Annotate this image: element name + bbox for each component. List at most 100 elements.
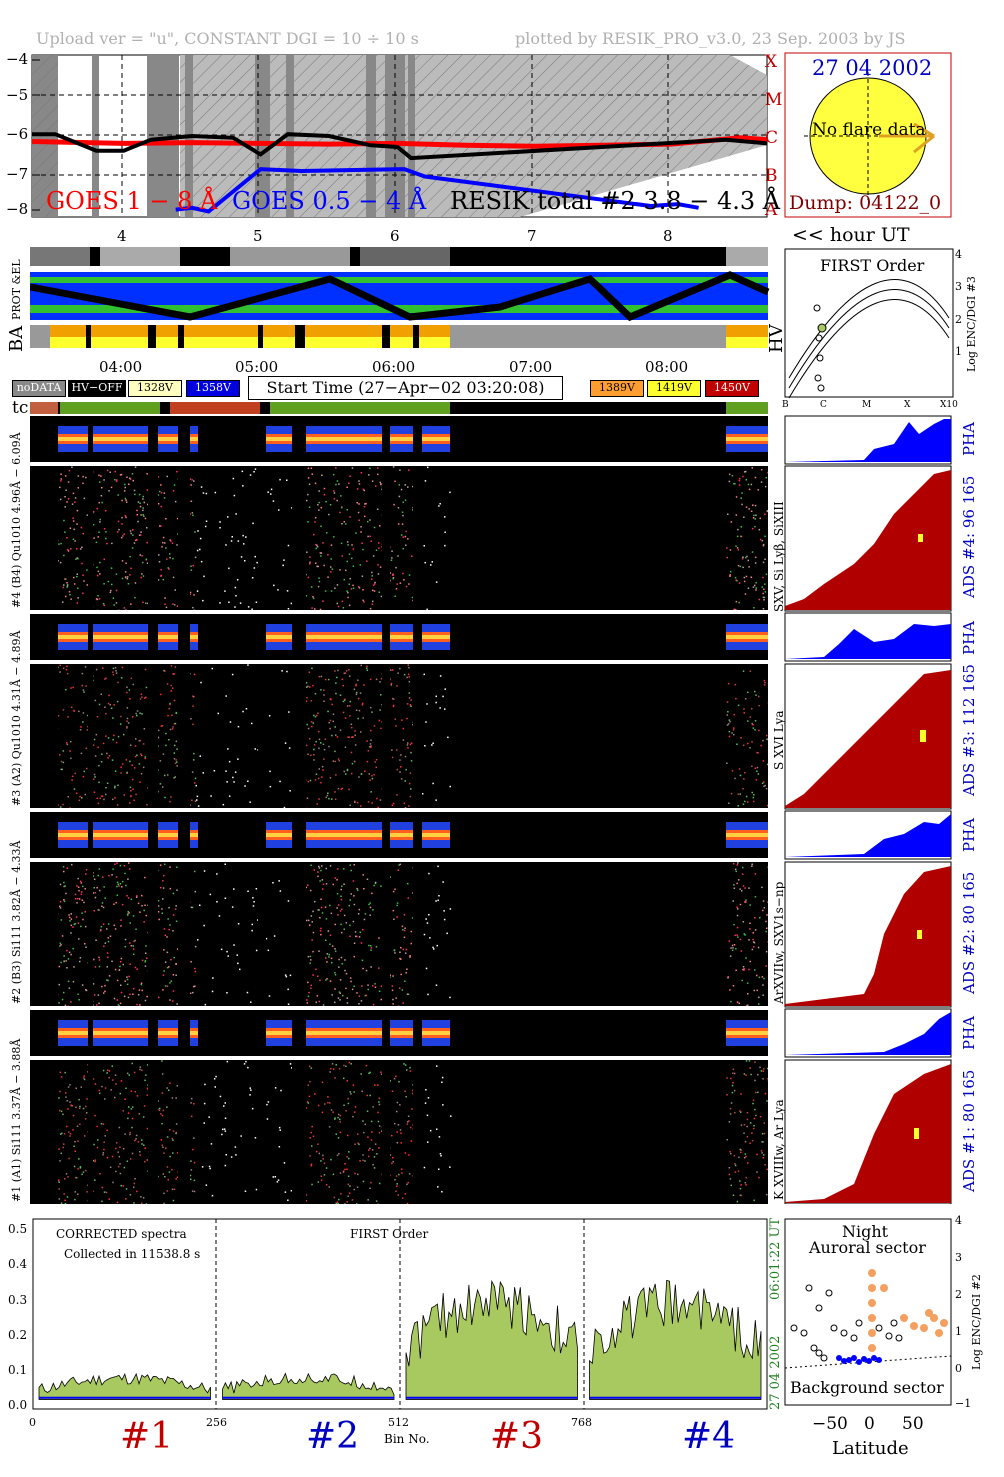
goes-series-2: [175, 167, 699, 214]
hv-ytick-1: 4: [955, 248, 962, 261]
spectrogram-4: [30, 466, 769, 612]
hv-xtick-m: M: [862, 400, 872, 410]
spectrum-segment-4: [589, 1279, 762, 1400]
line-label-4: SXV, Si Lyβ, SiXIII: [772, 501, 786, 612]
line-label-3: S XVI Lya: [772, 710, 786, 771]
spectrum-ytick-00: 0.0: [8, 1398, 28, 1412]
hv-panel: [784, 248, 954, 399]
goes-ytick-1: −4: [6, 50, 29, 68]
latitude-chart: [784, 1218, 952, 1406]
hour-axis-label: << hour UT: [792, 224, 910, 246]
spectrum-segment-3: [405, 1279, 578, 1400]
hour-tick-5: 5: [253, 227, 263, 245]
goes-ytick-5: −8: [6, 200, 29, 218]
goes-series-3: [32, 132, 768, 161]
goes-class-x: X: [765, 52, 778, 72]
legend-1450v: 1450V: [705, 380, 759, 397]
spectrum-ytick-02: 0.2: [8, 1328, 28, 1342]
hv-ytick-2: 3: [955, 280, 962, 293]
hour-tick-7: 7: [527, 227, 537, 245]
time-tick-0600: 06:00: [372, 358, 416, 376]
tc-label: tc: [12, 398, 29, 418]
header-left: Upload ver = "u", CONSTANT DGI = 10 ÷ 10…: [36, 29, 419, 48]
hv-xtick-x: X: [904, 400, 911, 410]
legend-1419v: 1419V: [647, 380, 701, 397]
goes-class-a: A: [765, 200, 778, 220]
spectrum-text-3: FIRST Order: [350, 1227, 429, 1241]
ads-label-2: ADS #2: 80 165: [960, 871, 978, 994]
spectrum-side-time: 06:01:22 UT: [768, 1217, 783, 1300]
goes-ytick-4: −7: [6, 165, 29, 183]
channel-label-4: #4 (B4) Qu1010 4.96Å − 6.09Å: [10, 432, 23, 608]
pha-label-1: PHA: [960, 1015, 978, 1050]
latitude-ytick-m1: −1: [955, 1397, 972, 1410]
legend-goes-short: GOES 0.5 − 4 Å: [232, 187, 427, 215]
hv-title: FIRST Order: [820, 256, 925, 275]
ba-label: BA: [6, 325, 27, 352]
hour-tick-8: 8: [663, 227, 673, 245]
spectrum-segment-2: [222, 1372, 395, 1400]
legend-hvoff: HV−OFF: [68, 380, 126, 397]
spectrum-segment-1: [38, 1372, 211, 1400]
header-right: plotted by RESIK_PRO_v3.0, 23 Sep. 2003 …: [515, 29, 906, 48]
channel-label-3: #3 (A2) Qu1010 4.31Å − 4.89Å: [10, 630, 23, 806]
pha-histograms: [784, 415, 952, 1204]
goes-class-m: M: [765, 90, 783, 110]
segment-label-4: #4: [682, 1416, 736, 1457]
hv-ytick-3: 2: [955, 313, 962, 326]
sun-no-flare: No flare data: [812, 120, 926, 140]
goes-ytick-2: −5: [6, 86, 29, 104]
legend-1328v: 1328V: [128, 380, 182, 397]
pha-strip-3: [30, 614, 768, 660]
hv-xtick-b: B: [782, 400, 789, 410]
goes-lightcurve-chart: [31, 54, 768, 218]
goes-class-b: B: [765, 166, 778, 186]
latitude-xtick-m50: −50: [812, 1414, 848, 1434]
sun-date: 27 04 2002: [812, 56, 933, 80]
time-tick-0400: 04:00: [99, 358, 143, 376]
time-tick-0700: 07:00: [509, 358, 553, 376]
segment-label-3: #3: [490, 1416, 544, 1457]
spectrum-ytick-01: 0.1: [8, 1363, 28, 1377]
hv-ylabel-left: HV: [766, 324, 787, 353]
latitude-ytick-0: 0: [955, 1362, 962, 1375]
ads-label-1: ADS #1: 80 165: [960, 1069, 978, 1192]
legend-1358v: 1358V: [186, 380, 240, 397]
legend-goes-long: GOES 1 − 8 Å: [46, 187, 218, 215]
hour-tick-6: 6: [390, 227, 400, 245]
legend-nodata: noDATA: [12, 380, 66, 397]
pha-label-2: PHA: [960, 817, 978, 852]
hv-xtick-x10: X10: [940, 400, 958, 410]
legend-1389v: 1389V: [590, 380, 644, 397]
spectrum-xtick-512: 512: [388, 1416, 409, 1429]
sun-panel: [784, 52, 952, 218]
latitude-ytick-2: 2: [955, 1288, 962, 1301]
spectrum-xtick-768: 768: [571, 1416, 592, 1429]
spectrum-xtick-256: 256: [206, 1416, 227, 1429]
spectrogram-1: [30, 1060, 770, 1206]
legend-resik: RESIK total #2 3.8 − 4.3 Å: [450, 187, 781, 215]
line-label-1: K XVIIIw, Ar Lya: [772, 1099, 786, 1200]
spectrum-ytick-05: 0.5: [8, 1222, 28, 1236]
channel-label-2: #2 (B3) Si111 3.82Å − 4.33Å: [10, 840, 23, 1004]
spectrum-chart: [32, 1218, 768, 1410]
spectrum-xlabel: Bin No.: [384, 1432, 430, 1446]
hv-xtick-c: C: [820, 400, 827, 410]
latitude-xtick-50: 50: [902, 1414, 924, 1434]
spectrum-side-date: 27 04 2002: [768, 1335, 783, 1410]
ads-label-4: ADS #4: 96 165: [960, 475, 978, 598]
spectrogram-3: [30, 664, 770, 810]
pha-strip-1: [30, 1010, 768, 1056]
ads-label-3: ADS #3: 112 165: [960, 664, 978, 796]
prot-el-label: PROT &EL: [10, 259, 23, 320]
line-label-2: ArXVIIw, SXV1s−np: [772, 881, 786, 1004]
goes-class-c: C: [765, 128, 779, 148]
hv-ylabel-right: Log ENC/DGI #3: [965, 276, 978, 372]
segment-label-2: #2: [306, 1416, 360, 1457]
pha-label-3: PHA: [960, 620, 978, 655]
spectrum-xtick-0: 0: [29, 1416, 36, 1429]
segment-label-1: #1: [120, 1416, 174, 1457]
pha-strip-2: [30, 812, 768, 858]
status-strips: [30, 247, 770, 348]
latitude-ytick-4: 4: [955, 1214, 962, 1227]
